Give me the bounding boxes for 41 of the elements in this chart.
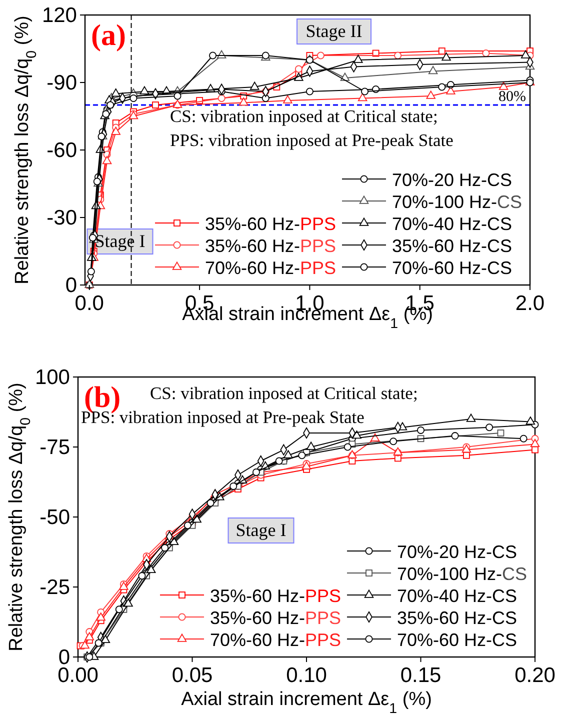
annotation: 80% (498, 89, 526, 105)
legend-label: 35%-60 Hz-PPS (205, 236, 336, 256)
legend-label: 70%-60 Hz-PPS (210, 630, 342, 650)
legend-label: 35%-60 Hz-PPS (205, 214, 336, 234)
y-tick-label: -25 (40, 576, 70, 599)
y-tick-label: 0 (65, 274, 77, 297)
legend-label: 70%-20 Hz-CS (397, 542, 518, 562)
annotation: Stage I (94, 231, 146, 251)
y-tick-label: 100 (34, 366, 70, 389)
legend-label: 35%-60 Hz-CS (392, 236, 512, 256)
legend-label: 70%-20 Hz-CS (392, 170, 512, 190)
legend-label: 70%-40 Hz-CS (397, 586, 518, 606)
legend-label: 35%-60 Hz-CS (397, 608, 518, 628)
y-tick-label: -90 (46, 72, 77, 94)
annotation: CS: vibration inposed at Critical state; (170, 106, 438, 126)
x-tick-label: 0.20 (514, 664, 556, 687)
y-tick-label: -30 (46, 206, 77, 230)
legend-label: 70%-60 Hz-CS (397, 630, 518, 650)
legend-label: 35%-60 Hz-PPS (210, 608, 342, 628)
annotation: CS: vibration inposed at Critical state; (150, 383, 418, 403)
x-tick-label: 0.00 (58, 664, 98, 687)
legend-label: 70%-60 Hz-CS (392, 258, 512, 278)
x-tick-label: 0.0 (74, 292, 104, 315)
x-axis-title: Axial strain increment Δε$_{1}$ (%) (181, 689, 432, 717)
annotation: Stage II (306, 21, 362, 41)
y-tick-label: -50 (40, 506, 70, 529)
legend-label: 70%-40 Hz-CS (392, 214, 512, 234)
annotation: Stage I (236, 520, 286, 540)
legend-label: 70%-60 Hz-PPS (205, 258, 336, 278)
x-tick-label: 0.15 (400, 664, 442, 687)
legend-label: 70%-100 Hz-CS (392, 192, 522, 212)
legend-label: 70%-100 Hz-CS (397, 564, 528, 584)
y-tick-label: 120 (42, 4, 77, 27)
y-tick-label: -60 (46, 139, 77, 162)
annotation: PPS: vibration inposed at Pre-peak State (170, 130, 454, 150)
x-tick-label: 2.0 (515, 292, 545, 315)
y-tick-label: -75 (40, 436, 70, 459)
legend-label: 35%-60 Hz-PPS (210, 586, 342, 606)
annotation: (a) (91, 19, 126, 52)
x-tick-label: 0.10 (286, 664, 327, 687)
x-tick-label: 0.05 (172, 664, 213, 687)
